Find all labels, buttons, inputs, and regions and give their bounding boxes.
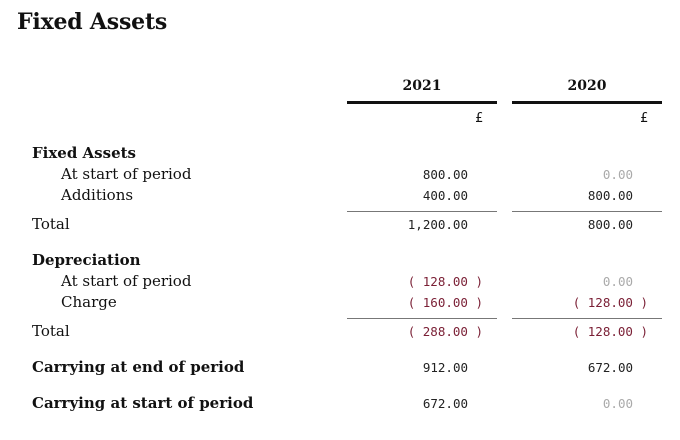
row-label: At start of period — [61, 165, 192, 183]
value-2020: ( 128.00 ) — [572, 324, 648, 339]
fixed-assets-heading: Fixed Assets — [32, 144, 136, 162]
value-2020: 0.00 — [602, 274, 633, 289]
value-2021: 672.00 — [422, 396, 468, 411]
row-label: Total — [32, 215, 70, 233]
header-rule-2021 — [347, 101, 497, 104]
value-2020: 800.00 — [587, 217, 633, 232]
row-label: Carrying at start of period — [32, 394, 254, 412]
row-label: Additions — [61, 186, 134, 204]
value-2020: ( 128.00 ) — [572, 295, 648, 310]
table-row: Total ( 288.00 ) ( 128.00 ) — [0, 321, 680, 342]
row-label: Total — [32, 322, 70, 340]
subtotal-rule-2020 — [512, 318, 662, 319]
column-header-2020: 2020 — [567, 78, 607, 94]
value-2021: ( 160.00 ) — [407, 295, 483, 310]
value-2021: 400.00 — [422, 188, 468, 203]
value-2021: 800.00 — [422, 167, 468, 182]
currency-unit-2021: £ — [475, 111, 483, 126]
value-2021: 1,200.00 — [407, 217, 468, 232]
table-row: Additions 400.00 800.00 — [0, 185, 680, 206]
depreciation-heading: Depreciation — [32, 251, 141, 269]
table-row: At start of period 800.00 0.00 — [0, 164, 680, 185]
subtotal-rule-2021 — [347, 211, 497, 212]
table-row: Total 1,200.00 800.00 — [0, 214, 680, 235]
currency-unit-2020: £ — [640, 111, 648, 126]
row-label: At start of period — [61, 272, 192, 290]
subtotal-rule-2021 — [347, 318, 497, 319]
column-header-2021: 2021 — [402, 78, 442, 94]
value-2021: ( 128.00 ) — [407, 274, 483, 289]
table-row: Carrying at start of period 672.00 0.00 — [0, 393, 680, 414]
table-row: At start of period ( 128.00 ) 0.00 — [0, 271, 680, 292]
value-2020: 672.00 — [587, 360, 633, 375]
table-row: Charge ( 160.00 ) ( 128.00 ) — [0, 292, 680, 313]
row-label: Charge — [61, 293, 117, 311]
fixed-assets-heading-row: Fixed Assets — [0, 143, 680, 164]
header-rule-2020 — [512, 101, 662, 104]
value-2020: 0.00 — [602, 167, 633, 182]
value-2020: 0.00 — [602, 396, 633, 411]
row-label: Carrying at end of period — [32, 358, 245, 376]
value-2020: 800.00 — [587, 188, 633, 203]
subtotal-rule-2020 — [512, 211, 662, 212]
value-2021: 912.00 — [422, 360, 468, 375]
table-row: Carrying at end of period 912.00 672.00 — [0, 357, 680, 378]
page-title: Fixed Assets — [17, 9, 168, 35]
value-2021: ( 288.00 ) — [407, 324, 483, 339]
depreciation-heading-row: Depreciation — [0, 250, 680, 271]
